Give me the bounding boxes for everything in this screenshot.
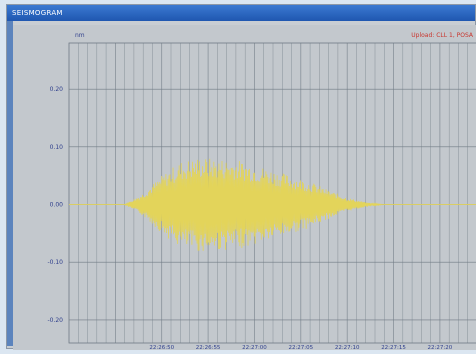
waveform-line: [69, 158, 476, 251]
y-tick-label: -0.10: [47, 259, 63, 266]
y-tick-label: 0.20: [50, 86, 64, 93]
y-tick-label: -0.20: [47, 317, 63, 324]
y-tick-label: 0.00: [50, 202, 64, 209]
waveform-trace: [69, 158, 476, 251]
window-left-border: [7, 21, 13, 346]
seismogram-window: SEISMOGRAM 0.20 0.10 0.00 -0.10 -0.20 22:26:…: [6, 4, 476, 351]
y-tick-label: 0.10: [50, 144, 64, 151]
x-tick-label: 22:27:05: [288, 345, 313, 350]
x-tick-labels: 22:26:50 22:26:55 22:27:00 22:27:05 22:27:10…: [149, 345, 453, 351]
x-tick-label: 22:27:20: [428, 345, 453, 350]
x-tick-label: 22:27:00: [242, 345, 267, 350]
unit-label: nm: [75, 32, 85, 39]
x-tick-label: 22:26:55: [196, 345, 221, 350]
x-tick-label: 22:27:10: [335, 345, 360, 350]
channel-label: Upload: CLL 1, POSA: [411, 32, 474, 39]
x-tick-label: 22:27:15: [381, 345, 406, 350]
y-tick-labels: 0.20 0.10 0.00 -0.10 -0.20: [47, 86, 63, 324]
x-tick-label: 22:26:50: [149, 345, 174, 350]
seismogram-chart: 0.200.100.00-0.10-0.20 22:26:50 22:26:55 2…: [13, 25, 476, 351]
plot-area: 0.20 0.10 0.00 -0.10 -0.20 22:26:50 22:26:55 2…: [13, 25, 476, 354]
window-title: SEISMOGRAM: [7, 5, 475, 21]
